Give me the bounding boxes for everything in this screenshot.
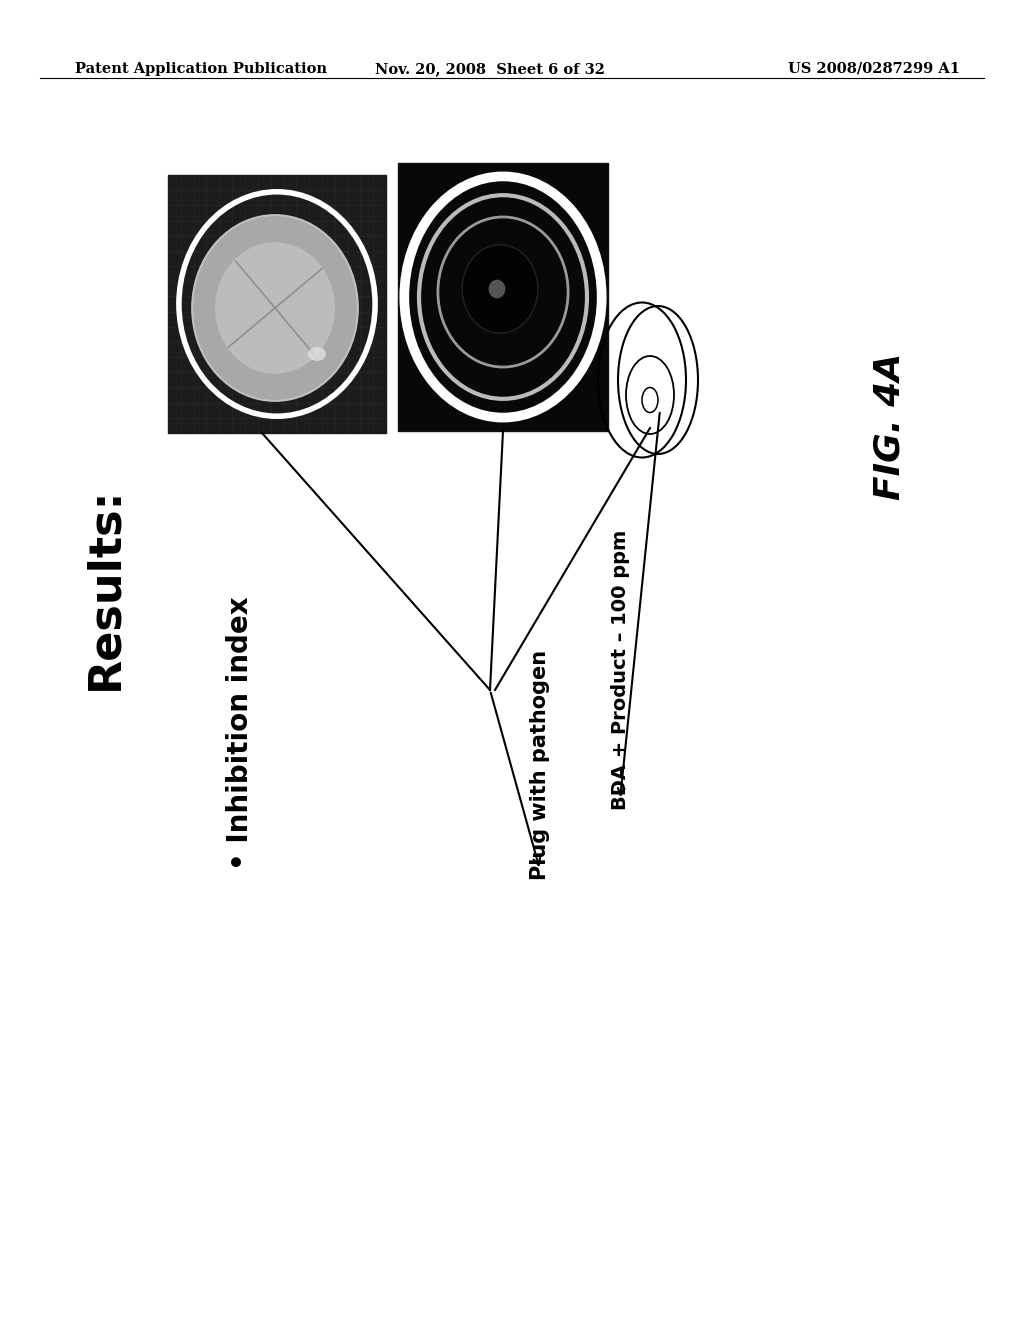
Text: BDA + Product – 100 ppm: BDA + Product – 100 ppm bbox=[610, 529, 630, 810]
Text: Patent Application Publication: Patent Application Publication bbox=[75, 62, 327, 77]
Text: Results:: Results: bbox=[84, 487, 127, 690]
Text: Nov. 20, 2008  Sheet 6 of 32: Nov. 20, 2008 Sheet 6 of 32 bbox=[375, 62, 605, 77]
Text: • Inhibition index: • Inhibition index bbox=[226, 597, 254, 870]
Text: Plug with pathogen: Plug with pathogen bbox=[530, 649, 550, 880]
Bar bbox=[168, 176, 386, 433]
Bar bbox=[398, 162, 608, 432]
Ellipse shape bbox=[488, 280, 506, 298]
Ellipse shape bbox=[215, 242, 335, 374]
Text: US 2008/0287299 A1: US 2008/0287299 A1 bbox=[788, 62, 961, 77]
Ellipse shape bbox=[193, 215, 357, 401]
Ellipse shape bbox=[308, 347, 326, 360]
Ellipse shape bbox=[462, 244, 538, 333]
Text: FIG. 4A: FIG. 4A bbox=[873, 352, 907, 500]
